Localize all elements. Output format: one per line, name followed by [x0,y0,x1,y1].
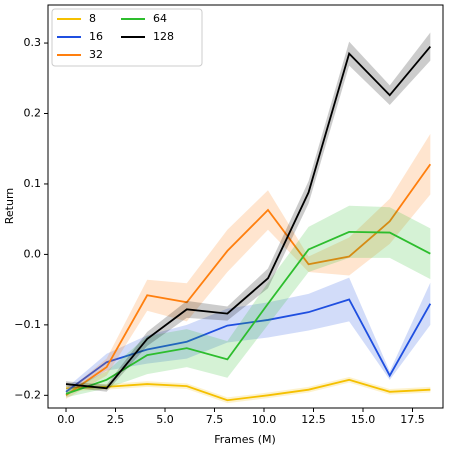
x-tick-label: 12.5 [301,413,326,426]
legend-label: 128 [153,30,174,43]
legend-label: 32 [89,48,103,61]
line [65,378,431,402]
y-tick-label: 0.2 [24,107,42,120]
legend-label: 16 [89,30,103,43]
line [65,298,432,393]
line [65,163,432,397]
band [66,133,431,399]
x-tick-label: 2.5 [107,413,125,426]
x-tick-label: 7.5 [206,413,224,426]
y-tick-label: −0.1 [14,318,41,331]
y-tick-label: 0.0 [24,247,42,260]
plot-frame [47,4,444,409]
band [66,205,431,398]
x-tick-label: 10.0 [252,413,277,426]
x-tick-label: 0.0 [57,413,75,426]
band [66,277,431,396]
legend-label: 8 [89,12,96,25]
x-axis-label: Frames (M) [214,433,276,446]
y-tick-label: −0.2 [14,388,41,401]
legend-label: 64 [153,12,167,25]
line [65,230,431,395]
x-tick-label: 5.0 [156,413,174,426]
y-axis-label: Return [3,188,16,225]
band [66,377,431,404]
x-tick-label: 17.5 [400,413,425,426]
line [65,45,432,390]
y-tick-label: 0.1 [24,177,42,190]
x-tick-label: 15.0 [351,413,376,426]
y-tick-label: 0.3 [24,36,42,49]
